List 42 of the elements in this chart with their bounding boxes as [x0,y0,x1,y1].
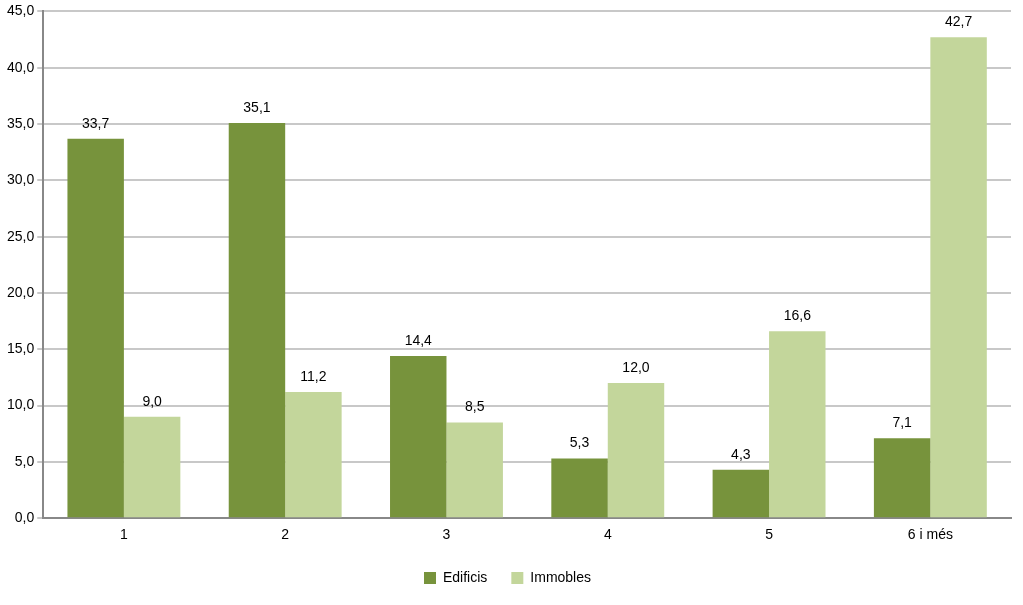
x-tick-label: 1 [120,526,128,543]
bar [712,469,770,518]
data-label: 8,5 [464,398,485,415]
data-label: 14,4 [404,331,433,348]
y-tick-label: 20,0 [7,283,35,300]
y-tick-label: 30,0 [7,171,35,188]
y-tick-label: 25,0 [7,227,35,244]
bar [390,356,447,518]
bar [446,422,503,518]
bar [551,458,608,518]
bar [769,331,826,518]
legend-label: Immobles [530,568,592,585]
y-tick-label: 0,0 [14,509,35,526]
x-tick-label: 4 [603,526,612,543]
y-tick-label: 35,0 [7,114,35,131]
bar [607,383,665,518]
data-label: 11,2 [300,367,327,384]
data-label: 16,6 [783,307,812,324]
x-tick-label: 5 [765,526,774,543]
y-tick-label: 5,0 [14,452,35,469]
x-tick-label: 2 [281,526,290,543]
y-tick-label: 45,0 [7,2,35,19]
data-label: 4,3 [731,445,751,462]
x-tick-label: 3 [442,526,451,543]
bar [873,438,931,518]
data-label: 42,7 [944,13,973,30]
data-label: 12,0 [622,358,650,375]
bar [228,122,286,518]
y-tick-label: 40,0 [7,58,35,75]
data-label: 7,1 [892,414,913,431]
bar [67,138,124,518]
data-label: 9,0 [142,392,163,409]
legend-label: Edificis [442,568,488,585]
y-tick-label: 10,0 [7,396,35,413]
data-label: 5,3 [569,434,590,451]
data-label: 33,7 [82,114,110,131]
bar [285,392,342,518]
data-label: 35,1 [243,98,271,115]
bar [123,416,181,518]
bar [930,37,987,518]
y-tick-label: 15,0 [7,340,35,357]
x-tick-label: 6 i més [907,526,953,543]
